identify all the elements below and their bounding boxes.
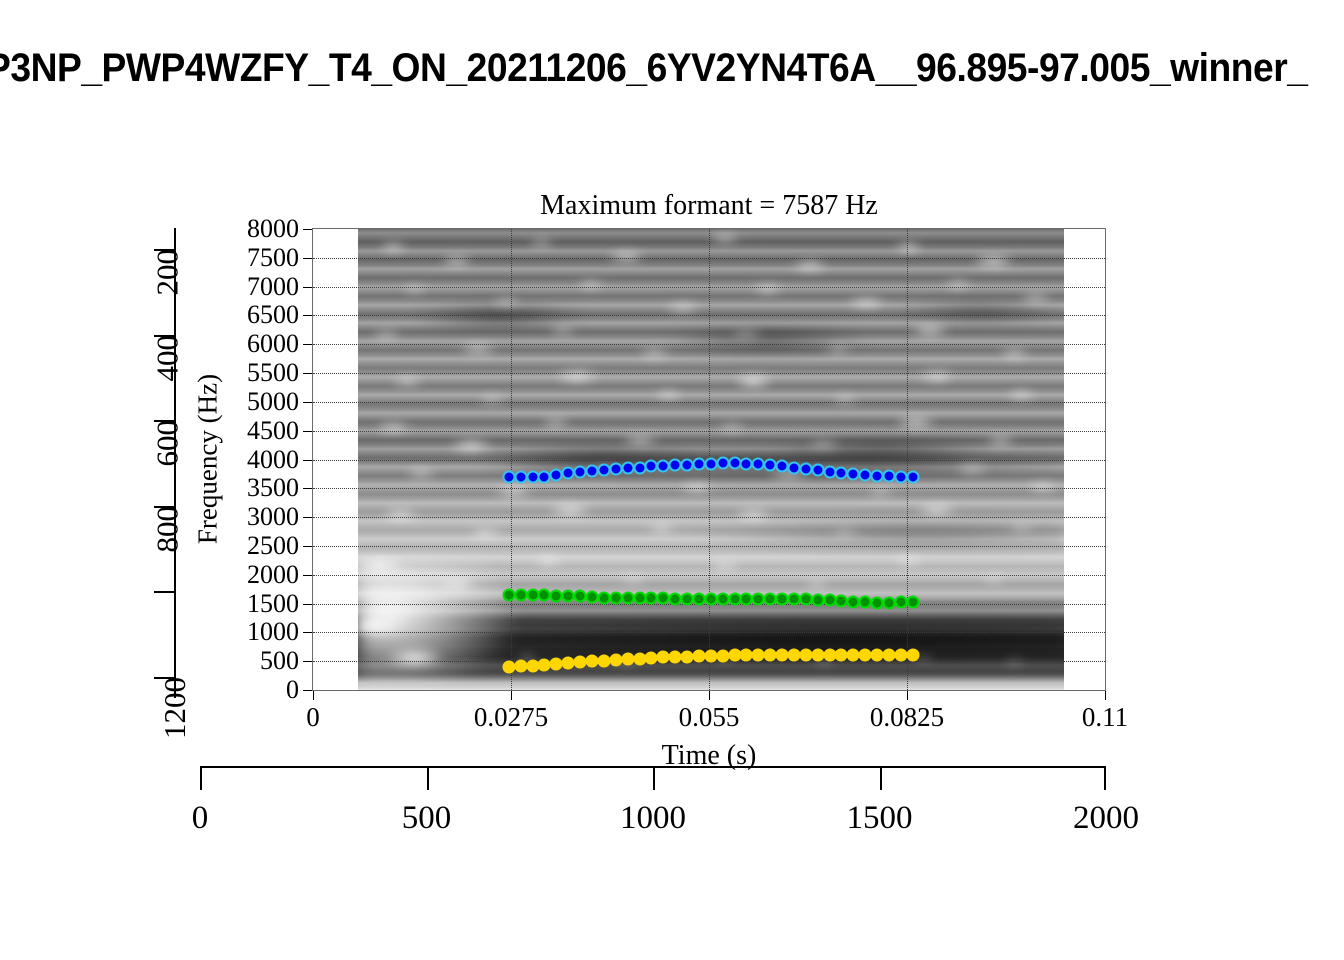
y-axis-title: Frequency (Hz) <box>192 373 223 545</box>
y-axis-tick <box>303 373 312 375</box>
y-axis-tick <box>303 315 312 317</box>
x-axis-tick-label: 0.055 <box>678 702 740 732</box>
outer-left-axis-tick <box>154 420 176 423</box>
outer-bottom-axis-label: 1500 <box>846 800 913 836</box>
y-axis-tick-label: 3500 <box>247 473 299 503</box>
y-axis-tick-label: 500 <box>260 646 299 676</box>
outer-bottom-axis-tick <box>653 768 655 790</box>
y-axis-tick-label: 8000 <box>247 214 299 243</box>
y-axis-tick <box>303 690 312 691</box>
y-axis-tick <box>303 632 312 634</box>
panel-title: Maximum formant = 7587 Hz <box>540 190 878 221</box>
x-axis-tick-label: 0.0825 <box>869 702 945 732</box>
y-axis-tick <box>303 488 312 490</box>
x-axis-tick <box>313 691 314 700</box>
x-axis-tick <box>709 691 710 700</box>
y-axis-tick <box>303 517 312 519</box>
x-axis-tick <box>907 691 908 700</box>
y-axis-tick-label: 5000 <box>247 386 299 416</box>
outer-left-axis-tick <box>154 591 176 594</box>
outer-left-axis-label: 200 <box>149 249 185 296</box>
x-axis-tick-label: 0.0275 <box>473 702 549 732</box>
outer-bottom-axis-tick <box>1104 768 1106 790</box>
y-axis-tick <box>303 286 312 288</box>
y-axis-tick-label: 1000 <box>247 617 299 647</box>
y-axis-tick-label: 3000 <box>247 502 299 532</box>
y-axis-tick-label: 5500 <box>247 358 299 388</box>
y-axis-tick <box>303 574 312 576</box>
y-axis-tick-label: 4000 <box>247 444 299 474</box>
outer-left-axis-tick <box>154 505 176 508</box>
outer-left-axis <box>148 228 182 698</box>
outer-bottom-axis-label: 500 <box>401 800 452 836</box>
y-axis-tick <box>303 229 312 230</box>
gridline-vertical <box>511 229 512 690</box>
y-axis-tick-label: 1500 <box>247 588 299 618</box>
x-axis-tick-label: 0 <box>306 702 320 732</box>
outer-left-axis-label: 1200 <box>157 676 192 739</box>
x-axis-title: Time (s) <box>661 740 757 771</box>
y-axis-tick <box>303 401 312 403</box>
outer-bottom-axis-tick <box>200 768 202 790</box>
formant-point-f1 <box>906 648 920 662</box>
y-axis-tick-label: 6000 <box>247 329 299 359</box>
y-axis-tick <box>303 459 312 461</box>
outer-bottom-axis-label: 2000 <box>1073 800 1139 836</box>
outer-left-axis-tick <box>154 676 176 679</box>
outer-left-axis-label: 400 <box>149 334 185 382</box>
formant-point-f3 <box>906 470 920 484</box>
outer-bottom-axis-label: 0 <box>191 800 209 836</box>
y-axis-tick-label: 7000 <box>247 271 299 301</box>
x-axis-tick <box>1105 691 1106 700</box>
y-axis-tick-label: 0 <box>286 675 299 704</box>
outer-bottom-axis-tick <box>879 768 882 790</box>
window-title-bar: P3NP_PWP4WZFY_T4_ON_20211206_6YV2YN4T6A_… <box>0 42 1344 98</box>
outer-left-axis-label: 600 <box>149 420 185 467</box>
outer-left-axis-tick <box>154 334 176 337</box>
y-axis-tick-label: 2500 <box>247 530 299 560</box>
outer-bottom-axis-spine <box>200 766 1106 768</box>
outer-left-axis-spine <box>174 228 176 698</box>
gridline-vertical <box>907 229 908 690</box>
outer-left-axis-label: 800 <box>149 505 185 553</box>
y-axis-tick <box>303 430 312 432</box>
formant-point-f3 <box>537 470 551 484</box>
spectrogram-left-wash <box>358 560 514 690</box>
y-axis-tick <box>303 257 312 259</box>
y-axis-tick <box>303 545 312 547</box>
y-axis-tick-label: 4500 <box>247 415 299 445</box>
y-axis-tick <box>303 344 312 346</box>
outer-bottom-axis <box>200 766 1106 796</box>
formant-point-f3 <box>549 468 563 482</box>
page-title: P3NP_PWP4WZFY_T4_ON_20211206_6YV2YN4T6A_… <box>0 46 1308 90</box>
x-axis-tick-label: 0.11 <box>1081 702 1129 732</box>
spectrogram-panel: Maximum formant = 7587 Hz Frequency (Hz)… <box>193 190 1129 771</box>
outer-left-axis-tick <box>154 249 176 252</box>
outer-bottom-axis-tick <box>426 768 429 790</box>
y-axis-tick-label: 6500 <box>247 300 299 330</box>
y-axis-tick-label: 2000 <box>247 559 299 589</box>
outer-bottom-axis-label: 1000 <box>620 800 686 836</box>
formant-point-f2 <box>906 595 920 609</box>
x-axis-tick <box>511 691 512 700</box>
y-axis-tick-label: 7500 <box>247 242 299 272</box>
y-axis-tick <box>303 603 312 605</box>
y-axis-tick <box>303 661 312 663</box>
